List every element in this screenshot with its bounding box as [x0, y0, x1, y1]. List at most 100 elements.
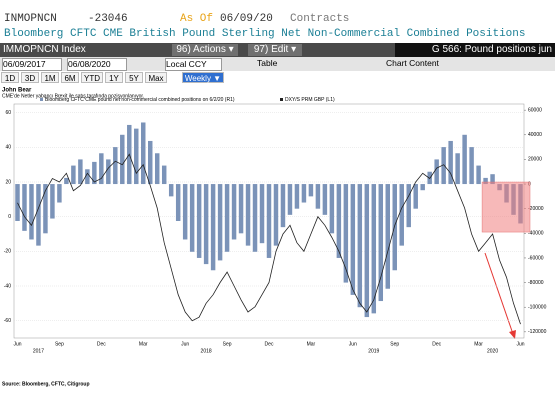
bar [357, 184, 363, 308]
bar [210, 184, 216, 271]
bar [336, 184, 342, 258]
arrow [484, 252, 514, 335]
period-button[interactable]: 5Y [125, 72, 143, 83]
line [17, 153, 521, 325]
table-button[interactable]: Table [257, 58, 278, 68]
y2-tick-label: 40000 [528, 132, 542, 138]
bar [462, 134, 467, 185]
bar [280, 184, 286, 228]
bar [441, 147, 446, 185]
y2-tick-label: 60000 [528, 107, 542, 113]
y-tick-label: -40 [4, 283, 11, 289]
bar [287, 184, 293, 215]
bar [57, 184, 62, 203]
bar [322, 184, 328, 215]
x-tick-label: Mar [474, 341, 483, 347]
chart: John Bear CME'de Netler yabancı Brexit i… [2, 88, 547, 388]
x-tick-label: Sep [55, 341, 64, 347]
bar [294, 184, 300, 209]
period-button[interactable]: 1Y [105, 72, 123, 83]
bar [406, 184, 411, 228]
x-year-label: 2017 [33, 348, 44, 354]
period-button[interactable]: 6M [61, 72, 79, 83]
legend-label: Bloomberg CFTC CME pound net non-commerc… [45, 97, 235, 103]
last-value: -23046 [88, 13, 128, 25]
period-button[interactable]: 1M [41, 72, 59, 83]
frequency[interactable]: Weekly ▼ [182, 72, 224, 83]
bar [141, 122, 146, 185]
bar [182, 184, 188, 240]
bar [71, 165, 76, 185]
chart-subtitle: CME'de Netler yabancı Brexit ile satış t… [2, 93, 144, 99]
x-tick-label: Dec [97, 341, 106, 347]
bar [36, 184, 41, 246]
bar [252, 184, 258, 252]
bar [469, 147, 474, 185]
bar [203, 184, 209, 265]
bar [224, 184, 230, 252]
bar [259, 184, 265, 244]
bar [147, 140, 153, 185]
y-tick-label: -60 [4, 318, 11, 324]
actions-menu[interactable]: 96) Actions ▾ [172, 44, 238, 56]
period-button[interactable]: 1D [1, 72, 19, 83]
bar [64, 177, 69, 185]
end-date[interactable]: 06/08/2020 [67, 58, 127, 71]
bar [399, 184, 404, 246]
legend-swatch [40, 98, 43, 101]
chart-content-button[interactable]: Chart Content [386, 58, 439, 68]
period-button[interactable]: 3D [21, 72, 39, 83]
bar [245, 184, 251, 246]
bar [29, 184, 34, 240]
bar [168, 184, 174, 197]
bar [413, 184, 418, 209]
bar [134, 128, 139, 185]
description: Bloomberg CFTC CME British Pound Sterlin… [4, 28, 526, 40]
bar [154, 153, 160, 185]
y-tick-label: 40 [5, 145, 11, 151]
edit-menu[interactable]: 97) Edit ▾ [248, 44, 302, 56]
bar [231, 184, 237, 240]
y2-tick-label: -100000 [528, 305, 547, 311]
x-tick-label: Mar [307, 341, 316, 347]
bar [43, 184, 48, 234]
x-tick-label: Dec [432, 341, 441, 347]
bar [371, 184, 377, 314]
bar [329, 184, 335, 234]
y2-tick-label: -20000 [528, 206, 544, 212]
bar [78, 159, 83, 185]
x-tick-label: Mar [139, 341, 148, 347]
bar [217, 184, 223, 261]
chart-name: G 566: Pound positions jun [395, 43, 555, 57]
bar [308, 184, 314, 197]
period-button[interactable]: YTD [81, 72, 103, 83]
x-tick-label: Jun [181, 341, 189, 347]
x-tick-label: Jun [516, 341, 524, 347]
y-tick-label: 0 [8, 214, 11, 220]
period-button[interactable]: Max [145, 72, 167, 83]
legend-swatch [280, 98, 283, 101]
bar [350, 184, 356, 295]
y-tick-label: 60 [5, 110, 11, 116]
currency[interactable]: Local CCY [165, 58, 222, 71]
bar [385, 184, 391, 289]
bar [301, 184, 307, 203]
bar [483, 177, 488, 185]
x-year-label: 2019 [368, 348, 379, 354]
y2-tick-label: -80000 [528, 280, 544, 286]
bar [420, 184, 425, 191]
x-tick-label: Sep [390, 341, 399, 347]
bar [392, 184, 397, 271]
bar [196, 184, 202, 258]
y2-tick-label: 20000 [528, 157, 542, 163]
start-date[interactable]: 06/09/2017 [2, 58, 62, 71]
x-tick-label: Jun [13, 341, 21, 347]
x-year-label: 2020 [487, 348, 498, 354]
bar [476, 165, 481, 185]
bar [434, 159, 439, 185]
unit: Contracts [290, 13, 350, 25]
security: IMMOPNCN Index [3, 44, 86, 55]
bar [315, 184, 321, 209]
date-bar [0, 57, 555, 71]
